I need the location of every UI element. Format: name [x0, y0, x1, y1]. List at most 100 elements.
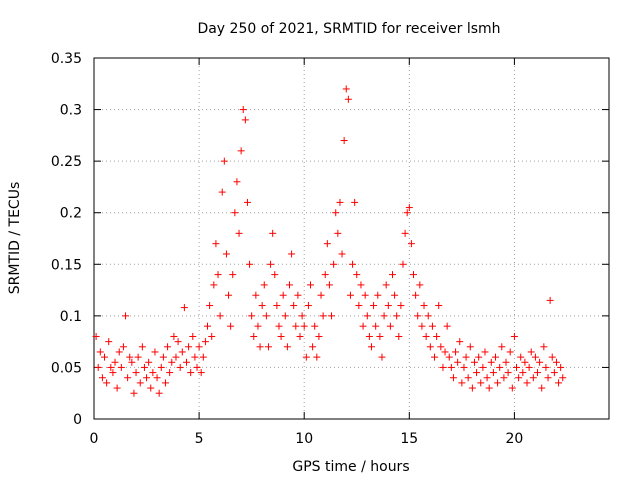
data-point [124, 374, 132, 382]
data-point [359, 322, 367, 330]
data-point [361, 291, 369, 299]
data-point [546, 296, 554, 304]
data-point [330, 260, 338, 268]
data-point [458, 379, 466, 387]
data-point [212, 240, 220, 248]
data-point [153, 374, 161, 382]
data-point [269, 229, 277, 237]
data-point [529, 374, 537, 382]
data-point [319, 312, 327, 320]
data-point [283, 343, 291, 351]
data-point [243, 198, 251, 206]
data-point [372, 322, 380, 330]
data-point [176, 363, 184, 371]
data-point [470, 358, 478, 366]
data-point [456, 338, 464, 346]
data-point [275, 322, 283, 330]
data-point [241, 116, 249, 124]
data-point [172, 353, 180, 361]
data-point [367, 343, 375, 351]
data-point [281, 312, 289, 320]
data-point [437, 343, 445, 351]
data-point [452, 348, 460, 356]
data-point [325, 281, 333, 289]
data-point [311, 322, 319, 330]
grid [94, 58, 609, 419]
data-point [342, 85, 350, 93]
data-point [136, 379, 144, 387]
data-point [531, 353, 539, 361]
y-tick-label: 0.2 [60, 206, 82, 222]
data-point [111, 358, 119, 366]
data-point [166, 369, 174, 377]
data-point [498, 343, 506, 351]
data-point [555, 379, 563, 387]
data-point [536, 358, 544, 366]
data-point [431, 353, 439, 361]
data-point [164, 343, 172, 351]
data-point [382, 281, 390, 289]
data-point [323, 240, 331, 248]
data-point [201, 338, 209, 346]
data-point [246, 260, 254, 268]
data-point [349, 260, 357, 268]
data-point [481, 348, 489, 356]
x-tick-label: 15 [400, 431, 418, 447]
data-point [380, 312, 388, 320]
data-point [506, 348, 514, 356]
x-axis-label: GPS time / hours [292, 459, 409, 475]
data-point [132, 369, 140, 377]
data-point [447, 363, 455, 371]
data-point [279, 291, 287, 299]
data-point [410, 271, 418, 279]
data-point [296, 332, 304, 340]
data-point [374, 291, 382, 299]
data-point [115, 348, 123, 356]
data-point [294, 291, 302, 299]
data-point [191, 353, 199, 361]
data-point [332, 209, 340, 217]
data-point [182, 358, 190, 366]
data-point [302, 353, 310, 361]
data-point [468, 384, 476, 392]
data-point [216, 312, 224, 320]
data-point [508, 384, 516, 392]
data-point [195, 343, 203, 351]
plot-frame [93, 57, 610, 420]
data-point [122, 312, 130, 320]
data-point [285, 281, 293, 289]
data-point [534, 369, 542, 377]
data-point [119, 343, 127, 351]
data-point [199, 353, 207, 361]
data-point [521, 358, 529, 366]
data-point [397, 302, 405, 310]
data-point [403, 209, 411, 217]
data-point [513, 363, 521, 371]
data-point [559, 374, 567, 382]
data-point [210, 281, 218, 289]
data-point [107, 363, 115, 371]
data-point [292, 322, 300, 330]
data-point [155, 389, 163, 397]
data-point [462, 353, 470, 361]
data-point [94, 363, 102, 371]
data-point [237, 147, 245, 155]
data-point [496, 363, 504, 371]
data-point [185, 343, 193, 351]
data-point [250, 332, 258, 340]
data-point [376, 332, 384, 340]
data-point [454, 358, 462, 366]
data-point [204, 322, 212, 330]
data-point [445, 353, 453, 361]
data-point [426, 343, 434, 351]
data-point [252, 291, 260, 299]
y-tick-label: 0.1 [60, 309, 82, 325]
data-point [483, 374, 491, 382]
data-point [264, 343, 272, 351]
data-point [313, 353, 321, 361]
data-point [515, 374, 523, 382]
y-axis-label: SRMTID / TECUs [7, 182, 23, 295]
data-point [256, 343, 264, 351]
data-point [441, 348, 449, 356]
